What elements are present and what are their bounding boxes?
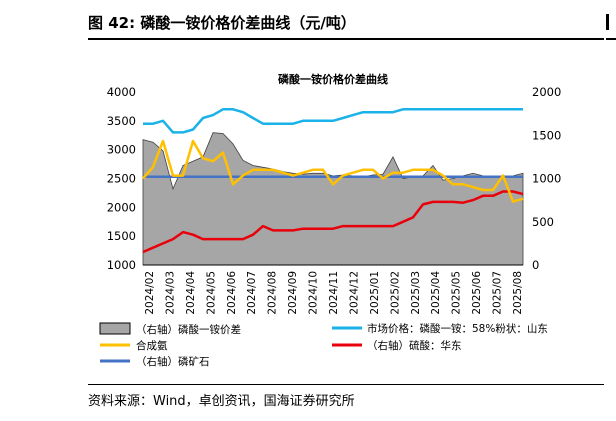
x-tick-label: 2024/07 [246, 271, 258, 315]
x-tick-label: 2024/10 [308, 271, 320, 315]
left-y-tick-label: 3000 [107, 143, 136, 157]
x-tick-label: 2024/03 [164, 271, 176, 315]
source-note: 资料来源：Wind，卓创资讯，国海证券研究所 [88, 394, 355, 409]
x-tick-label: 2024/05 [205, 271, 217, 315]
x-tick-label: 2024/12 [348, 271, 360, 315]
series-line-sulfuric-acid [142, 190, 524, 254]
source-rule [88, 384, 604, 385]
figure-title: 图 42: 磷酸一铵价格价差曲线（元/吨） [88, 14, 356, 32]
right-y-tick-label: 1500 [532, 128, 561, 142]
x-tick-label: 2025/07 [492, 271, 504, 315]
left-y-tick-label: 4000 [107, 85, 136, 99]
x-tick-label: 2025/02 [389, 271, 401, 315]
legend-label-phosphate-rock: （右轴）磷矿石 [136, 355, 210, 368]
left-y-tick-label: 1500 [107, 229, 136, 243]
x-tick-label: 2025/06 [471, 271, 483, 315]
x-tick-label: 2025/03 [410, 271, 422, 315]
adjacent-figure-edge [606, 14, 614, 30]
legend-label-sulfuric-acid: （右轴）硫酸：华东 [367, 339, 462, 352]
left-y-tick-label: 2000 [107, 200, 136, 214]
legend-swatch-spread [99, 322, 131, 335]
x-tick-label: 2025/05 [451, 271, 463, 315]
legend-label-synthetic-ammonia: 合成氨 [136, 339, 168, 352]
right-y-tick-label: 0 [532, 258, 539, 272]
x-tick-label: 2025/08 [512, 271, 524, 315]
x-tick-label: 2024/11 [328, 271, 340, 315]
right-y-tick-label: 500 [532, 215, 554, 229]
series-line-market-price [143, 108, 523, 134]
chart-title: 磷酸一铵价格价差曲线 [278, 72, 388, 86]
x-tick-label: 2024/04 [185, 271, 197, 315]
x-tick-label: 2025/04 [430, 271, 442, 315]
legend-label-spread: （右轴）磷酸一铵价差 [136, 323, 241, 336]
x-tick-label: 2024/02 [144, 271, 156, 315]
series-line-synthetic-ammonia [142, 139, 524, 203]
right-y-tick-label: 2000 [532, 85, 561, 99]
x-tick-label: 2024/09 [287, 271, 299, 315]
adjacent-figure-rule [606, 38, 616, 40]
title-rule [88, 38, 604, 40]
x-tick-label: 2024/08 [267, 271, 279, 315]
legend-label-market-price: 市场价格：磷酸一铵：58%粉状：山东 [367, 322, 548, 335]
left-y-tick-label: 1000 [107, 258, 136, 272]
left-y-tick-label: 2500 [107, 172, 136, 186]
right-y-tick-label: 1000 [532, 172, 561, 186]
left-y-tick-label: 3500 [107, 114, 136, 128]
x-tick-label: 2025/01 [369, 271, 381, 315]
x-tick-label: 2024/06 [226, 271, 238, 315]
